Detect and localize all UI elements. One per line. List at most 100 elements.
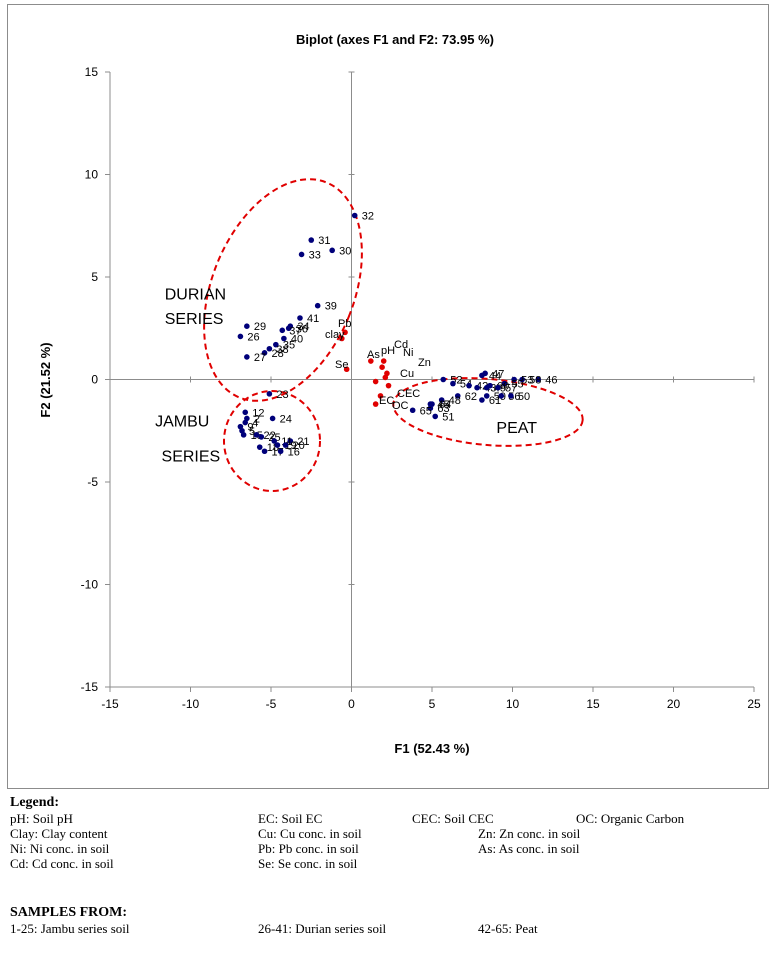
observation-point (308, 237, 315, 243)
observation-point (240, 432, 247, 438)
observation-point (298, 251, 305, 258)
variable-point (339, 335, 345, 342)
observation-label: 58 (529, 375, 541, 387)
observation-label: 2 (254, 413, 260, 425)
legend-item: Cu: Cu conc. in soil (258, 826, 362, 841)
variable-point (385, 382, 392, 389)
observation-point (244, 323, 250, 330)
peat-outline (392, 377, 584, 447)
observation-point (279, 327, 286, 334)
observation-label: 48 (449, 395, 461, 407)
observation-label: 16 (288, 446, 300, 458)
observation-label: 20 (292, 440, 304, 452)
variable-label: Cu (400, 368, 414, 380)
group-annotation: JAMBU (155, 414, 209, 431)
variable-point (343, 366, 350, 373)
observation-point (432, 413, 439, 420)
observation-point (351, 212, 358, 219)
observation-point (483, 393, 490, 399)
observation-point (329, 247, 335, 254)
x-tick-label: -5 (266, 697, 277, 711)
observation-label: 4 (252, 418, 258, 430)
observation-label: 38 (276, 344, 288, 356)
observation-point (519, 376, 525, 383)
observation-point (242, 409, 249, 416)
variable-label: EC (379, 395, 394, 407)
observation-label: 57 (505, 383, 517, 395)
observation-point (479, 372, 485, 379)
annotations: DURIAN SERIES JAMBU SERIES PEAT (155, 287, 537, 466)
samples-item: 42-65: Peat (478, 921, 538, 936)
legend: Legend: pH: Soil pH EC: Soil EC CEC: Soi… (10, 795, 770, 955)
group-annotation: PEAT (496, 420, 537, 437)
observation-label: 34 (297, 321, 309, 333)
observation-point (244, 354, 250, 360)
observation-point (258, 434, 265, 440)
x-tick-label: 20 (667, 697, 681, 711)
observation-label: 26 (247, 331, 259, 343)
legend-item: Se: Se conc. in soil (258, 856, 358, 871)
observation-label: 51 (442, 411, 454, 423)
observation-point (498, 393, 505, 399)
observation-label: 31 (318, 235, 330, 247)
y-tick-label: 15 (85, 65, 99, 79)
chart-frame (7, 4, 769, 789)
observation-point (285, 325, 292, 332)
legend-item: CEC: Soil CEC (412, 811, 494, 826)
variable-point (382, 374, 389, 381)
observation-point (269, 415, 276, 422)
variable-label: Se (335, 359, 348, 371)
observation-label: 37 (289, 325, 301, 337)
observation-point (511, 376, 517, 383)
observation-label: 24 (280, 413, 292, 425)
observation-point (508, 393, 514, 399)
observation-point (454, 393, 461, 399)
observation-point (450, 380, 456, 387)
variable-point (372, 378, 379, 385)
observation-label: 41 (307, 313, 319, 325)
observation-label: 65 (420, 405, 432, 417)
observation-point (277, 448, 284, 455)
observation-label: 23 (276, 389, 288, 401)
observation-label: 36 (296, 323, 308, 335)
legend-item: Zn: Zn conc. in soil (478, 826, 581, 841)
observation-label: 47 (492, 368, 504, 380)
observation-label: 44 (489, 370, 501, 382)
observation-point (253, 432, 260, 438)
observation-point (266, 391, 273, 397)
observation-label: 28 (272, 348, 284, 360)
variable-label: Zn (418, 357, 431, 369)
observation-label: 19 (284, 440, 296, 452)
x-tick-label: 15 (586, 697, 600, 711)
variable-point (372, 401, 379, 407)
legend-item: OC: Organic Carbon (576, 811, 685, 826)
observation-point (427, 405, 434, 412)
variable-label: pH (381, 345, 395, 357)
legend-item: Pb: Pb conc. in soil (258, 841, 359, 856)
variable-point (342, 329, 348, 336)
biplot-chart: Biplot (axes F1 and F2: 73.95 %) -15 -10 -… (38, 32, 761, 756)
variable-label: OC (392, 400, 409, 412)
x-tick-label: 25 (747, 697, 761, 711)
observation-point (242, 419, 249, 426)
observation-label: 9 (247, 422, 253, 434)
observation-label: 62 (465, 391, 477, 403)
group-annotation: SERIES (165, 311, 224, 328)
jambu-series-outline (223, 390, 321, 492)
chart-title: Biplot (axes F1 and F2: 73.95 %) (296, 32, 494, 47)
observation-point (501, 380, 508, 387)
variable-label: Pb (338, 318, 351, 330)
observation-label: 50 (518, 391, 530, 403)
variable-label: clay (325, 329, 345, 341)
variable-label: Cd (394, 339, 408, 351)
x-tick-label: 10 (506, 697, 520, 711)
group-annotation: DURIAN (165, 287, 226, 304)
variable-label: As (367, 349, 380, 361)
y-tick-label: 0 (91, 373, 98, 387)
observation-label: 29 (254, 321, 266, 333)
legend-item: EC: Soil EC (258, 811, 323, 826)
observation-label: 25 (268, 432, 280, 444)
observation-label: 53 (521, 375, 533, 387)
